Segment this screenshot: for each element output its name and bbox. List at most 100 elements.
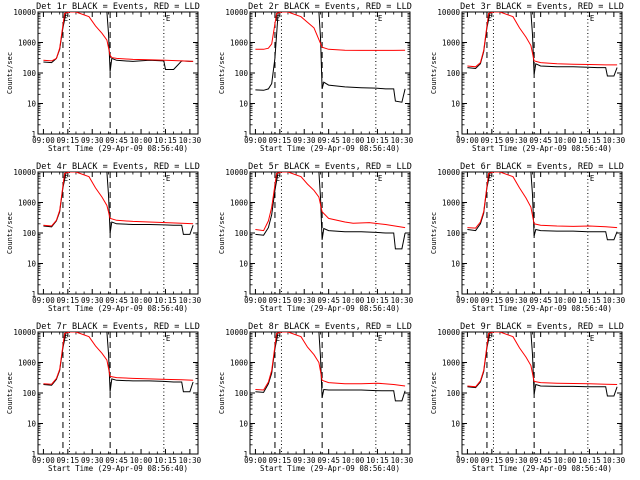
x-tick-label: 09:00 <box>32 136 55 145</box>
det-2: Det 2r BLACK = Events, RED = LLD 1 10 100 10… <box>218 2 414 153</box>
y-tick-label: 100 <box>234 229 248 238</box>
x-tick-label: 09:45 <box>317 136 340 145</box>
panel-title: Det 5r BLACK = Events, RED = LLD <box>248 162 412 172</box>
x-tick-label: 09:30 <box>293 296 316 305</box>
interval-marker-label: E <box>590 14 595 23</box>
x-tick-label: 09:45 <box>529 136 552 145</box>
y-tick-label: 1000 <box>230 199 249 208</box>
y-tick-label: 1 <box>31 450 36 459</box>
panel-title: Det 3r BLACK = Events, RED = LLD <box>460 2 624 12</box>
lld-series-line <box>467 12 618 68</box>
x-tick-label: 10:30 <box>603 296 626 305</box>
x-tick-label: 09:30 <box>505 296 528 305</box>
x-tick-label: 09:00 <box>456 296 479 305</box>
x-tick-label: 09:15 <box>481 456 504 465</box>
y-tick-label: 1000 <box>18 199 37 208</box>
x-tick-label: 09:15 <box>481 136 504 145</box>
y-tick-label: 10000 <box>13 328 36 337</box>
x-tick-label: 10:00 <box>130 296 153 305</box>
y-axis-label: Counts/sec <box>218 212 226 254</box>
y-tick-label: 10000 <box>437 8 460 17</box>
interval-marker-label: E <box>166 14 171 23</box>
x-tick-label: 09:45 <box>529 296 552 305</box>
y-tick-label: 1000 <box>442 199 461 208</box>
y-tick-label: 1000 <box>230 359 249 368</box>
series-group <box>255 332 406 402</box>
y-tick-label: 1000 <box>442 39 461 48</box>
y-tick-label: 1 <box>31 130 36 139</box>
y-tick-label: 1000 <box>18 359 37 368</box>
x-tick-label: 09:45 <box>105 136 128 145</box>
lld-series-line <box>255 172 406 232</box>
x-axis-label: Start Time (29-Apr-09 08:56:40) <box>48 304 188 313</box>
y-axis-label: Counts/sec <box>6 372 14 414</box>
x-axis-label: Start Time (29-Apr-09 08:56:40) <box>48 464 188 473</box>
x-tick-label: 09:00 <box>456 456 479 465</box>
y-tick-label: 10 <box>451 420 461 429</box>
y-tick-label: 1 <box>455 130 460 139</box>
x-tick-label: 10:15 <box>154 136 177 145</box>
y-tick-label: 10 <box>27 260 37 269</box>
y-axis-label: Counts/sec <box>218 372 226 414</box>
x-tick-label: 09:15 <box>269 296 292 305</box>
interval-marker-label: E <box>378 174 383 183</box>
x-tick-label: 10:00 <box>130 456 153 465</box>
x-axis-label: Start Time (29-Apr-09 08:56:40) <box>472 304 612 313</box>
interval-marker-label: E <box>487 174 492 183</box>
y-tick-label: 1 <box>455 290 460 299</box>
det-1: Det 1r BLACK = Events, RED = LLD 1 10 100 10… <box>6 2 202 153</box>
det-8: Det 8r BLACK = Events, RED = LLD 1 10 100 10… <box>218 322 414 473</box>
panel-title: Det 7r BLACK = Events, RED = LLD <box>36 322 200 332</box>
interval-marker-label: E <box>63 174 68 183</box>
x-tick-label: 10:15 <box>366 456 389 465</box>
x-tick-label: 09:30 <box>505 136 528 145</box>
series-group <box>43 172 194 235</box>
y-tick-label: 10000 <box>437 328 460 337</box>
y-tick-label: 100 <box>234 389 248 398</box>
x-tick-label: 09:15 <box>269 456 292 465</box>
x-tick-label: 10:00 <box>342 136 365 145</box>
y-tick-label: 1 <box>243 290 248 299</box>
events-series-line <box>255 12 406 103</box>
x-tick-label: 10:30 <box>603 456 626 465</box>
x-tick-label: 10:30 <box>179 136 202 145</box>
x-tick-label: 09:00 <box>456 136 479 145</box>
x-tick-label: 09:45 <box>317 456 340 465</box>
lld-series-line <box>43 12 194 62</box>
det-7: Det 7r BLACK = Events, RED = LLD 1 10 100 10… <box>6 322 202 473</box>
series-group <box>467 12 618 77</box>
x-tick-label: 09:00 <box>32 296 55 305</box>
y-tick-label: 100 <box>446 229 460 238</box>
det-6: Det 6r BLACK = Events, RED = LLD 1 10 100 10… <box>430 162 626 313</box>
x-tick-label: 10:15 <box>578 296 601 305</box>
x-tick-label: 10:00 <box>130 136 153 145</box>
x-tick-label: 09:45 <box>317 296 340 305</box>
y-tick-label: 10000 <box>225 168 248 177</box>
y-tick-label: 1 <box>31 290 36 299</box>
x-tick-label: 09:00 <box>244 456 267 465</box>
x-tick-label: 09:15 <box>269 136 292 145</box>
det-4: Det 4r BLACK = Events, RED = LLD 1 10 100 10… <box>6 162 202 313</box>
y-axis-label: Counts/sec <box>430 372 438 414</box>
interval-marker-label: E <box>275 174 280 183</box>
lld-series-line <box>467 172 618 229</box>
x-axis-label: Start Time (29-Apr-09 08:56:40) <box>48 144 188 153</box>
y-tick-label: 100 <box>22 389 36 398</box>
interval-marker-label: E <box>487 14 492 23</box>
interval-marker-label: E <box>378 334 383 343</box>
x-tick-label: 10:15 <box>578 136 601 145</box>
y-axis-label: Counts/sec <box>218 52 226 94</box>
x-tick-label: 09:30 <box>293 456 316 465</box>
panel-title: Det 4r BLACK = Events, RED = LLD <box>36 162 200 172</box>
x-tick-label: 10:00 <box>554 456 577 465</box>
y-tick-label: 1000 <box>442 359 461 368</box>
x-tick-label: 09:30 <box>293 136 316 145</box>
x-tick-label: 09:30 <box>81 296 104 305</box>
series-group <box>255 12 406 103</box>
y-tick-label: 10000 <box>437 168 460 177</box>
lld-series-line <box>43 332 194 385</box>
y-tick-label: 100 <box>446 69 460 78</box>
x-tick-label: 09:00 <box>244 296 267 305</box>
interval-marker-label: E <box>275 334 280 343</box>
y-tick-label: 1000 <box>230 39 249 48</box>
